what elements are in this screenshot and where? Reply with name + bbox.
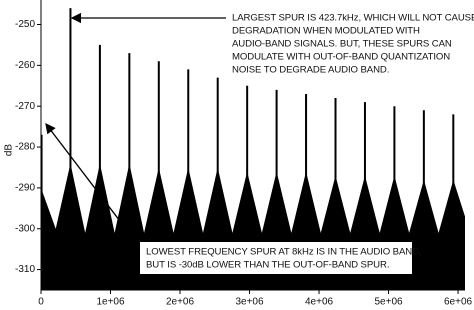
arrow <box>45 122 143 251</box>
annotation-text: MODULATE WITH OUT-OF-BAND QUANTIZATION <box>232 52 450 63</box>
y-tick-label: -300 <box>15 223 35 234</box>
y-tick-label: -290 <box>15 183 35 194</box>
y-tick-label: -310 <box>15 264 35 275</box>
annotation-text: LOWEST FREQUENCY SPUR AT 8kHz IS IN THE … <box>146 247 422 258</box>
annotation-box <box>226 8 458 80</box>
y-tick-label: -270 <box>15 101 35 112</box>
x-tick-label: 2e+06 <box>166 297 195 308</box>
annotation-text: DEGRADATION WHEN MODULATED WITH <box>232 26 420 37</box>
annotation-text: BUT IS -30dB LOWER THAN THE OUT-OF-BAND … <box>146 260 389 271</box>
annotation-text: LARGEST SPUR IS 423.7kHz, WHICH WILL NOT… <box>232 13 474 24</box>
y-tick-label: -250 <box>15 19 35 30</box>
y-axis-label: dB <box>4 144 15 157</box>
x-tick-label: 3e+06 <box>235 297 264 308</box>
y-tick-label: -260 <box>15 60 35 71</box>
x-tick-label: 1e+06 <box>96 297 125 308</box>
annotation-box <box>140 242 412 274</box>
annotation-text: NOISE TO DEGRADE AUDIO BAND. <box>232 65 389 76</box>
annotation-text: AUDIO-BAND SIGNALS. BUT, THESE SPURS CAN <box>232 39 452 50</box>
annotations: LARGEST SPUR IS 423.7kHz, WHICH WILL NOT… <box>45 8 474 274</box>
x-tick-label: 4e+06 <box>305 297 334 308</box>
x-tick-label: 6e+06 <box>444 297 473 308</box>
x-tick-label: 0 <box>38 297 44 308</box>
y-tick-label: -280 <box>15 142 35 153</box>
x-tick-label: 5e+06 <box>374 297 403 308</box>
